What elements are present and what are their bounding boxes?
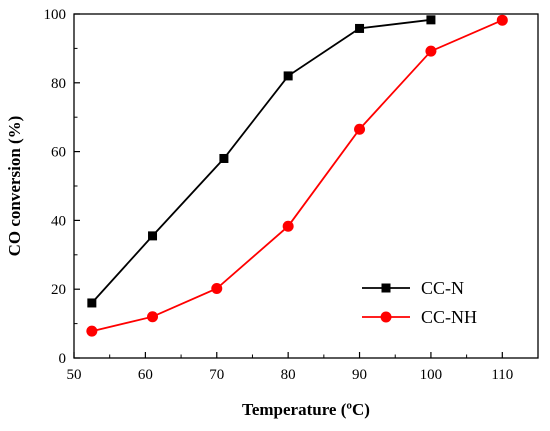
y-tick-label: 0 — [59, 351, 67, 367]
data-point — [426, 15, 436, 25]
legend-label: CC-NH — [421, 307, 477, 327]
data-point — [86, 325, 98, 337]
series-cc-nh — [86, 14, 508, 337]
x-tick-label: 100 — [420, 367, 443, 383]
data-point — [425, 45, 437, 57]
y-tick-label: 80 — [51, 76, 66, 92]
data-point — [354, 123, 366, 135]
y-tick-label: 40 — [51, 213, 66, 229]
series-layer — [86, 14, 508, 337]
data-point — [211, 283, 223, 295]
series-cc-n — [87, 15, 436, 308]
y-tick-label: 20 — [51, 282, 66, 298]
data-point — [282, 220, 294, 232]
legend-label: CC-N — [421, 278, 464, 298]
x-tick-label: 110 — [491, 367, 513, 383]
legend-item: CC-NH — [362, 307, 477, 327]
x-tick-label: 70 — [209, 367, 224, 383]
data-point — [283, 71, 293, 81]
data-point — [87, 298, 97, 308]
axes: 50 60 70 80 90 100 110 0 20 40 60 80 100 — [44, 7, 539, 383]
x-tick-label: 80 — [281, 367, 296, 383]
x-tick-label: 50 — [67, 367, 82, 383]
data-point — [219, 153, 229, 163]
legend-marker — [381, 283, 391, 293]
y-tick-label: 60 — [51, 145, 66, 161]
data-point — [147, 311, 159, 323]
x-axis-title: Temperature (ºC) — [242, 400, 370, 419]
legend-marker — [380, 311, 392, 323]
data-point — [148, 231, 158, 241]
legend: CC-N CC-NH — [362, 278, 477, 327]
series-line — [91, 18, 432, 304]
data-point — [496, 14, 508, 26]
x-tick-label: 60 — [138, 367, 153, 383]
legend-item: CC-N — [362, 278, 464, 298]
y-tick-label: 100 — [44, 7, 67, 23]
x-tick-label: 90 — [352, 367, 367, 383]
data-point — [355, 23, 365, 33]
y-axis-title: CO conversion (%) — [5, 116, 24, 257]
